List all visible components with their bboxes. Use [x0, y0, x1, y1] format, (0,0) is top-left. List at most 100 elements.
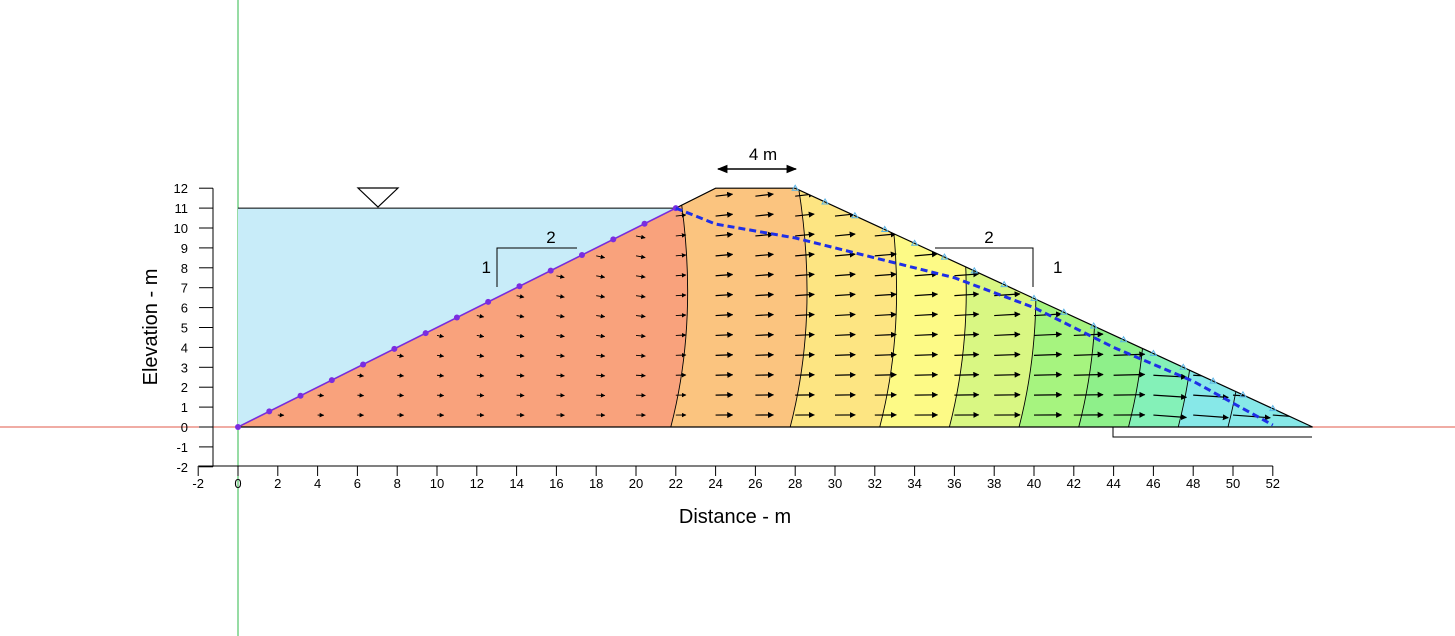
- dam-zone-7: [1128, 188, 1196, 427]
- x-tick-label-18: 34: [907, 476, 921, 491]
- flow-vector-137: [596, 274, 606, 279]
- flow-vector-144: [874, 271, 897, 278]
- flow-vector-23: [1193, 414, 1229, 421]
- flow-vector-47: [1153, 393, 1188, 400]
- flow-vector-140: [715, 271, 734, 278]
- flow-vector-157: [675, 233, 687, 238]
- flow-vector-103: [914, 331, 939, 338]
- flow-vector-84: [874, 351, 897, 358]
- flow-vector-114: [715, 311, 734, 318]
- upstream-seepage-markers: [235, 205, 679, 430]
- flow-vector-147: [596, 254, 606, 260]
- x-tick-label-1: 0: [234, 476, 241, 491]
- flow-vector-101: [834, 331, 856, 338]
- flow-vector-86: [954, 351, 980, 358]
- phreatic-line: [675, 206, 1274, 427]
- flow-vector-62: [834, 371, 856, 378]
- flow-vector-95: [596, 333, 606, 339]
- flow-vector-132: [874, 291, 897, 298]
- flow-vector-96: [635, 333, 646, 339]
- seepage-marker-0: [235, 424, 241, 430]
- y-tick-label-11: 9: [181, 241, 188, 256]
- flow-vector-156: [635, 234, 646, 240]
- flow-vector-56: [596, 373, 606, 378]
- flow-vector-24: [1232, 414, 1271, 421]
- downstream-run-label: 2: [984, 228, 993, 247]
- x-tick-label-10: 18: [589, 476, 603, 491]
- flow-vector-80: [715, 351, 734, 358]
- flow-vector-128: [715, 291, 734, 298]
- flow-vector-78: [635, 353, 646, 358]
- y-tick-label-3: 1: [181, 400, 188, 415]
- exit-marker-0: [791, 184, 800, 191]
- flow-vector-129: [755, 291, 774, 298]
- x-tick-label-15: 28: [788, 476, 802, 491]
- y-tick-label-2: 0: [181, 420, 188, 435]
- dam-zone-6: [1078, 188, 1146, 427]
- flow-vector-125: [596, 294, 606, 299]
- flow-vector-72: [397, 353, 405, 358]
- seepage-marker-6: [422, 330, 429, 337]
- x-tick-label-24: 46: [1146, 476, 1160, 491]
- seepage-marker-13: [641, 220, 648, 227]
- flow-vector-73: [436, 353, 445, 358]
- flow-vector-150: [715, 251, 734, 258]
- flow-vector-98: [715, 331, 734, 338]
- flow-vector-85: [914, 351, 939, 358]
- flow-vector-154: [874, 251, 897, 258]
- flow-vector-70: [1153, 373, 1188, 380]
- y-tick-label-14: 12: [174, 181, 188, 196]
- x-tick-label-17: 32: [868, 476, 882, 491]
- x-tick-label-6: 10: [430, 476, 444, 491]
- flow-vector-145: [914, 271, 938, 278]
- flow-vector-159: [755, 231, 774, 238]
- flow-vector-148: [635, 254, 646, 260]
- exit-marker-14: [1209, 377, 1217, 384]
- exit-marker-6: [970, 266, 979, 274]
- flow-vector-81: [755, 351, 774, 358]
- flow-vector-163: [675, 213, 687, 218]
- exit-marker-8: [1030, 294, 1038, 301]
- exit-marker-4: [910, 239, 919, 246]
- flow-vector-149: [675, 253, 687, 258]
- flow-vector-139: [675, 273, 687, 278]
- flow-vector-127: [675, 293, 687, 298]
- flow-vector-116: [795, 311, 815, 318]
- flow-vector-75: [516, 353, 525, 358]
- toe-drain-outline: [1112, 427, 1312, 438]
- exit-marker-2: [851, 211, 859, 219]
- x-tick-label-13: 24: [708, 476, 722, 491]
- flow-vector-102: [874, 331, 897, 338]
- seepage-marker-12: [610, 236, 617, 243]
- flow-vector-89: [1073, 351, 1104, 358]
- flow-vector-118: [874, 311, 897, 318]
- flow-vector-22: [1153, 414, 1187, 421]
- water-level-triangle-icon: [356, 187, 400, 208]
- y-tick-label-9: 7: [181, 281, 188, 296]
- y-tick-label-10: 8: [181, 261, 188, 276]
- flow-vector-123: [516, 294, 525, 299]
- x-tick-label-11: 20: [629, 476, 643, 491]
- x-tick-label-25: 48: [1186, 476, 1200, 491]
- dam-zone-2: [790, 188, 897, 427]
- flow-vector-115: [755, 311, 774, 318]
- equipotential-line-8: [1227, 188, 1246, 427]
- y-tick-label-8: 6: [181, 301, 188, 316]
- exit-marker-3: [880, 225, 889, 233]
- flow-vector-94: [556, 333, 565, 339]
- downstream-rise-label: 1: [1053, 258, 1062, 277]
- flow-vector-143: [834, 271, 856, 278]
- flow-vector-130: [795, 291, 815, 298]
- flow-vector-111: [596, 313, 606, 319]
- seepage-marker-9: [516, 283, 523, 290]
- x-tick-label-22: 42: [1067, 476, 1081, 491]
- flow-vector-152: [795, 251, 815, 258]
- y-tick-label-1: -1: [176, 440, 188, 455]
- seepage-marker-11: [578, 252, 585, 259]
- flow-vector-74: [476, 353, 485, 358]
- flow-vector-162: [874, 231, 897, 238]
- flow-vector-64: [914, 371, 939, 378]
- x-tick-label-9: 16: [549, 476, 563, 491]
